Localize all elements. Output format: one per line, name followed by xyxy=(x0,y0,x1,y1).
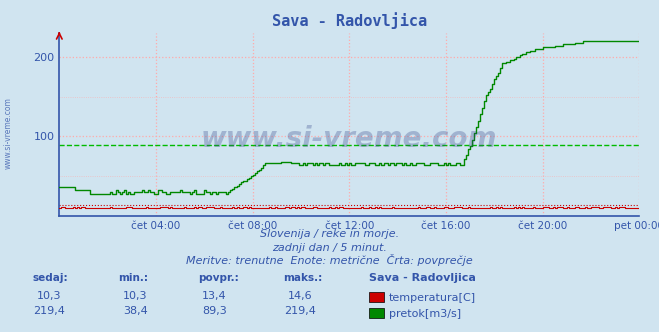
Text: min.:: min.: xyxy=(119,273,149,283)
Text: Meritve: trenutne  Enote: metrične  Črta: povprečje: Meritve: trenutne Enote: metrične Črta: … xyxy=(186,254,473,266)
Text: povpr.:: povpr.: xyxy=(198,273,239,283)
Text: www.si-vreme.com: www.si-vreme.com xyxy=(3,97,13,169)
Text: 89,3: 89,3 xyxy=(202,306,227,316)
Text: 10,3: 10,3 xyxy=(123,291,148,301)
Text: Slovenija / reke in morje.: Slovenija / reke in morje. xyxy=(260,229,399,239)
Text: sedaj:: sedaj: xyxy=(33,273,69,283)
Text: 10,3: 10,3 xyxy=(37,291,62,301)
Text: maks.:: maks.: xyxy=(283,273,323,283)
Text: 219,4: 219,4 xyxy=(34,306,65,316)
Text: 14,6: 14,6 xyxy=(287,291,312,301)
Text: 13,4: 13,4 xyxy=(202,291,227,301)
Text: 38,4: 38,4 xyxy=(123,306,148,316)
Text: zadnji dan / 5 minut.: zadnji dan / 5 minut. xyxy=(272,243,387,253)
Text: pretok[m3/s]: pretok[m3/s] xyxy=(389,309,461,319)
Text: www.si-vreme.com: www.si-vreme.com xyxy=(201,125,498,153)
Title: Sava - Radovljica: Sava - Radovljica xyxy=(272,12,427,29)
Text: 219,4: 219,4 xyxy=(284,306,316,316)
Text: Sava - Radovljica: Sava - Radovljica xyxy=(369,273,476,283)
Text: temperatura[C]: temperatura[C] xyxy=(389,293,476,303)
